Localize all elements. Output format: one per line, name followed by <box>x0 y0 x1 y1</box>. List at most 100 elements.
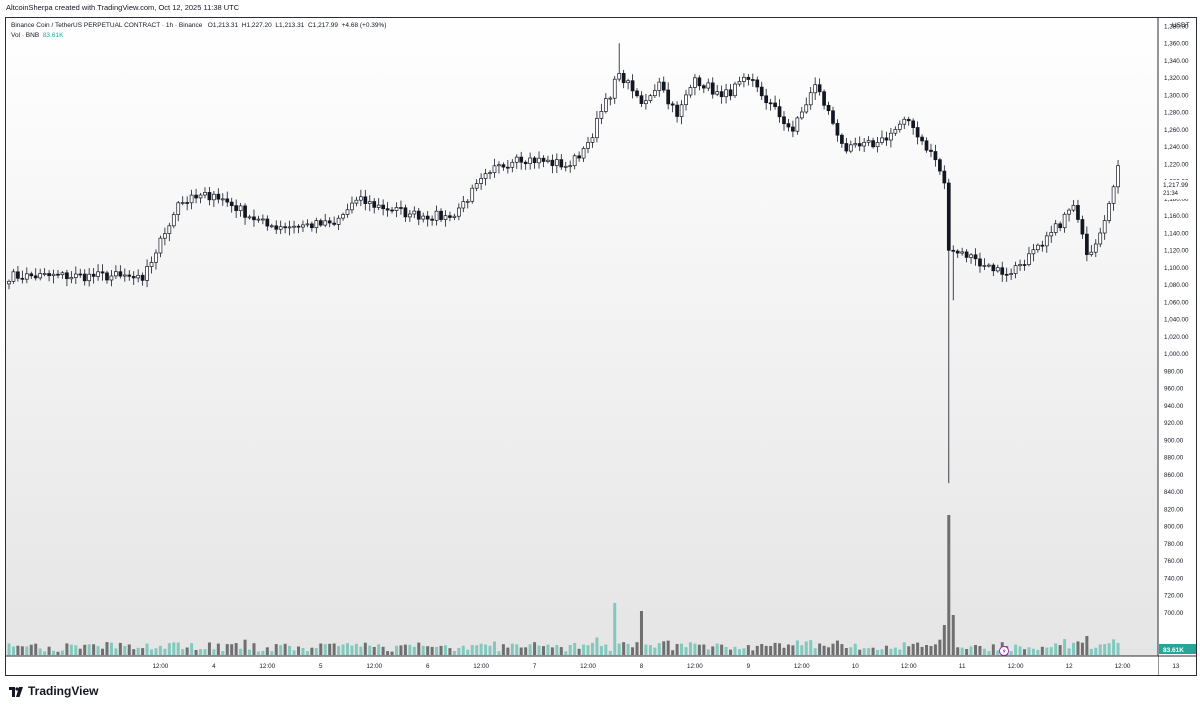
candle-body <box>701 85 706 89</box>
volume-bar <box>858 649 862 655</box>
volume-bar <box>702 644 706 655</box>
price-tick-label: 1,140.00 <box>1164 230 1189 237</box>
candle-body <box>457 207 461 217</box>
candle-body <box>875 142 880 148</box>
candle-body <box>479 178 483 184</box>
volume-bar <box>216 643 220 655</box>
volume-bar <box>1098 644 1102 655</box>
volume-bar <box>354 643 358 655</box>
candle-body <box>603 98 608 112</box>
time-ticks: 12:00 4 12:00 5 12:00 6 12:00 7 12:00 8 12:00 9 12:0… <box>153 663 1180 670</box>
volume-bar <box>876 650 880 655</box>
candle-body <box>1027 253 1031 265</box>
candle-body <box>831 110 835 124</box>
candle-body <box>804 104 809 113</box>
volume-bar <box>987 651 991 655</box>
candle-body <box>1022 264 1027 266</box>
candle-body <box>550 159 555 166</box>
currency-label: USDT <box>1172 22 1190 29</box>
candle-body <box>635 90 639 97</box>
price-tick-label: 1,220.00 <box>1164 161 1189 168</box>
candle-body <box>661 81 666 91</box>
open-label: O <box>207 22 213 29</box>
candle-body <box>1062 213 1067 229</box>
volume-bar <box>78 648 82 655</box>
candle-body <box>528 157 532 164</box>
volume-bar <box>461 645 465 655</box>
time-tick-label: 5 <box>319 663 323 670</box>
candle-body <box>461 201 466 209</box>
candle-body <box>114 271 118 277</box>
candle-body <box>394 207 399 211</box>
volume-bar <box>773 642 777 655</box>
volume-bar <box>470 645 474 655</box>
volume-bar <box>248 649 252 655</box>
candle-body <box>439 210 443 220</box>
candles-layer <box>7 43 1120 484</box>
candle-body <box>1031 249 1036 255</box>
volume-bar <box>443 645 447 655</box>
volume-bar <box>653 647 657 655</box>
chart-credit: AltcoinSherpa created with TradingView.c… <box>6 3 240 12</box>
volume-bar <box>172 642 176 655</box>
candle-body <box>750 79 755 81</box>
volume-bar <box>537 645 541 655</box>
candle-body <box>220 198 225 201</box>
candle-body <box>871 140 875 148</box>
volume-bar <box>20 646 24 655</box>
candle-body <box>675 104 679 117</box>
candle-body <box>652 90 657 97</box>
volume-bar <box>680 643 684 655</box>
candle-body <box>247 216 252 219</box>
price-tick-label: 720.00 <box>1164 593 1184 600</box>
volume-bar <box>639 611 643 655</box>
candle-body <box>408 213 412 218</box>
tradingview-logo[interactable]: TradingView <box>9 684 98 698</box>
volume-bar <box>951 615 955 655</box>
candle-body <box>269 225 274 228</box>
last-price-tag: 1,217.99 21:34 <box>1159 180 1196 199</box>
price-tick-label: 1,240.00 <box>1164 144 1189 151</box>
candle-body <box>29 273 34 277</box>
price-chart-svg[interactable]: USDT 1,380.001,360.001,340.001,320.001,3… <box>6 18 1196 675</box>
candle-body <box>955 250 960 254</box>
volume-bar <box>559 647 563 655</box>
volume-bar <box>800 645 804 655</box>
price-tick-label: 820.00 <box>1164 506 1184 513</box>
volume-bar <box>337 646 341 655</box>
volume-bar <box>386 651 390 655</box>
volume-bar <box>938 639 942 655</box>
volume-label: Vol · BNB <box>11 32 40 39</box>
price-tick-label: 1,280.00 <box>1164 110 1189 117</box>
volume-bar <box>310 647 314 655</box>
volume-bar <box>1040 646 1044 655</box>
chart-frame[interactable]: USDT 1,380.00 1,360.00 1,340.00 1,320.00 1,3… <box>5 17 1197 676</box>
close-label: C <box>307 22 313 29</box>
candle-body <box>612 78 617 99</box>
candle-body <box>1044 235 1049 247</box>
volume-bar <box>350 645 354 655</box>
time-tick-label: 9 <box>747 663 751 670</box>
volume-bar <box>492 641 496 655</box>
candle-body <box>728 89 733 97</box>
volume-bar <box>109 642 113 655</box>
candle-body <box>292 225 296 228</box>
volume-bar <box>207 642 211 655</box>
volume-bar <box>813 648 817 655</box>
high-label: H <box>241 22 247 29</box>
candle-body <box>964 251 969 258</box>
volume-bar <box>991 644 995 655</box>
candle-body <box>857 143 862 147</box>
candle-body <box>399 207 403 209</box>
countdown-value: 21:34 <box>1163 191 1179 197</box>
volume-bar <box>1009 651 1013 655</box>
candle-body <box>167 225 172 234</box>
volume-bar <box>1116 642 1120 655</box>
alert-icon[interactable] <box>999 646 1009 656</box>
candle-body <box>1058 223 1062 229</box>
candle-body <box>20 277 25 280</box>
candle-body <box>225 198 230 203</box>
volume-bar <box>114 648 118 655</box>
candle-body <box>73 273 78 278</box>
candle-body <box>577 155 581 159</box>
